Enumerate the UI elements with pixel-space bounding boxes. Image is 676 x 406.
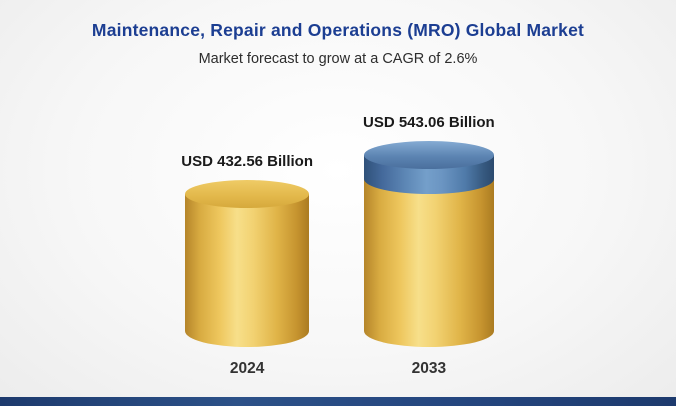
cylinder-top-2024 [185,180,310,209]
year-label-2024: 2024 [229,360,265,377]
growth-segment-top-2033 [363,141,494,169]
year-label-2033: 2033 [411,360,447,377]
page-subtitle: Market forecast to grow at a CAGR of 2.6… [198,51,478,67]
cylinder-2033 [363,141,494,347]
chart-area: USD 432.56 Billion 2024 USD 543.06 Billi… [0,114,676,378]
value-label-2033: USD 543.06 Billion [363,114,495,131]
growth-segment-2033 [363,141,494,195]
value-label-2024: USD 432.56 Billion [181,153,313,171]
page-title: Maintenance, Repair and Operations (MRO)… [91,20,585,40]
cylinder-body-2024 [185,194,310,347]
cylinder-2024 [185,180,310,347]
footer-bar [0,397,676,406]
bar-group-2033: USD 543.06 Billion 2033 [363,114,495,378]
bar-group-2024: USD 432.56 Billion 2024 [181,153,313,378]
